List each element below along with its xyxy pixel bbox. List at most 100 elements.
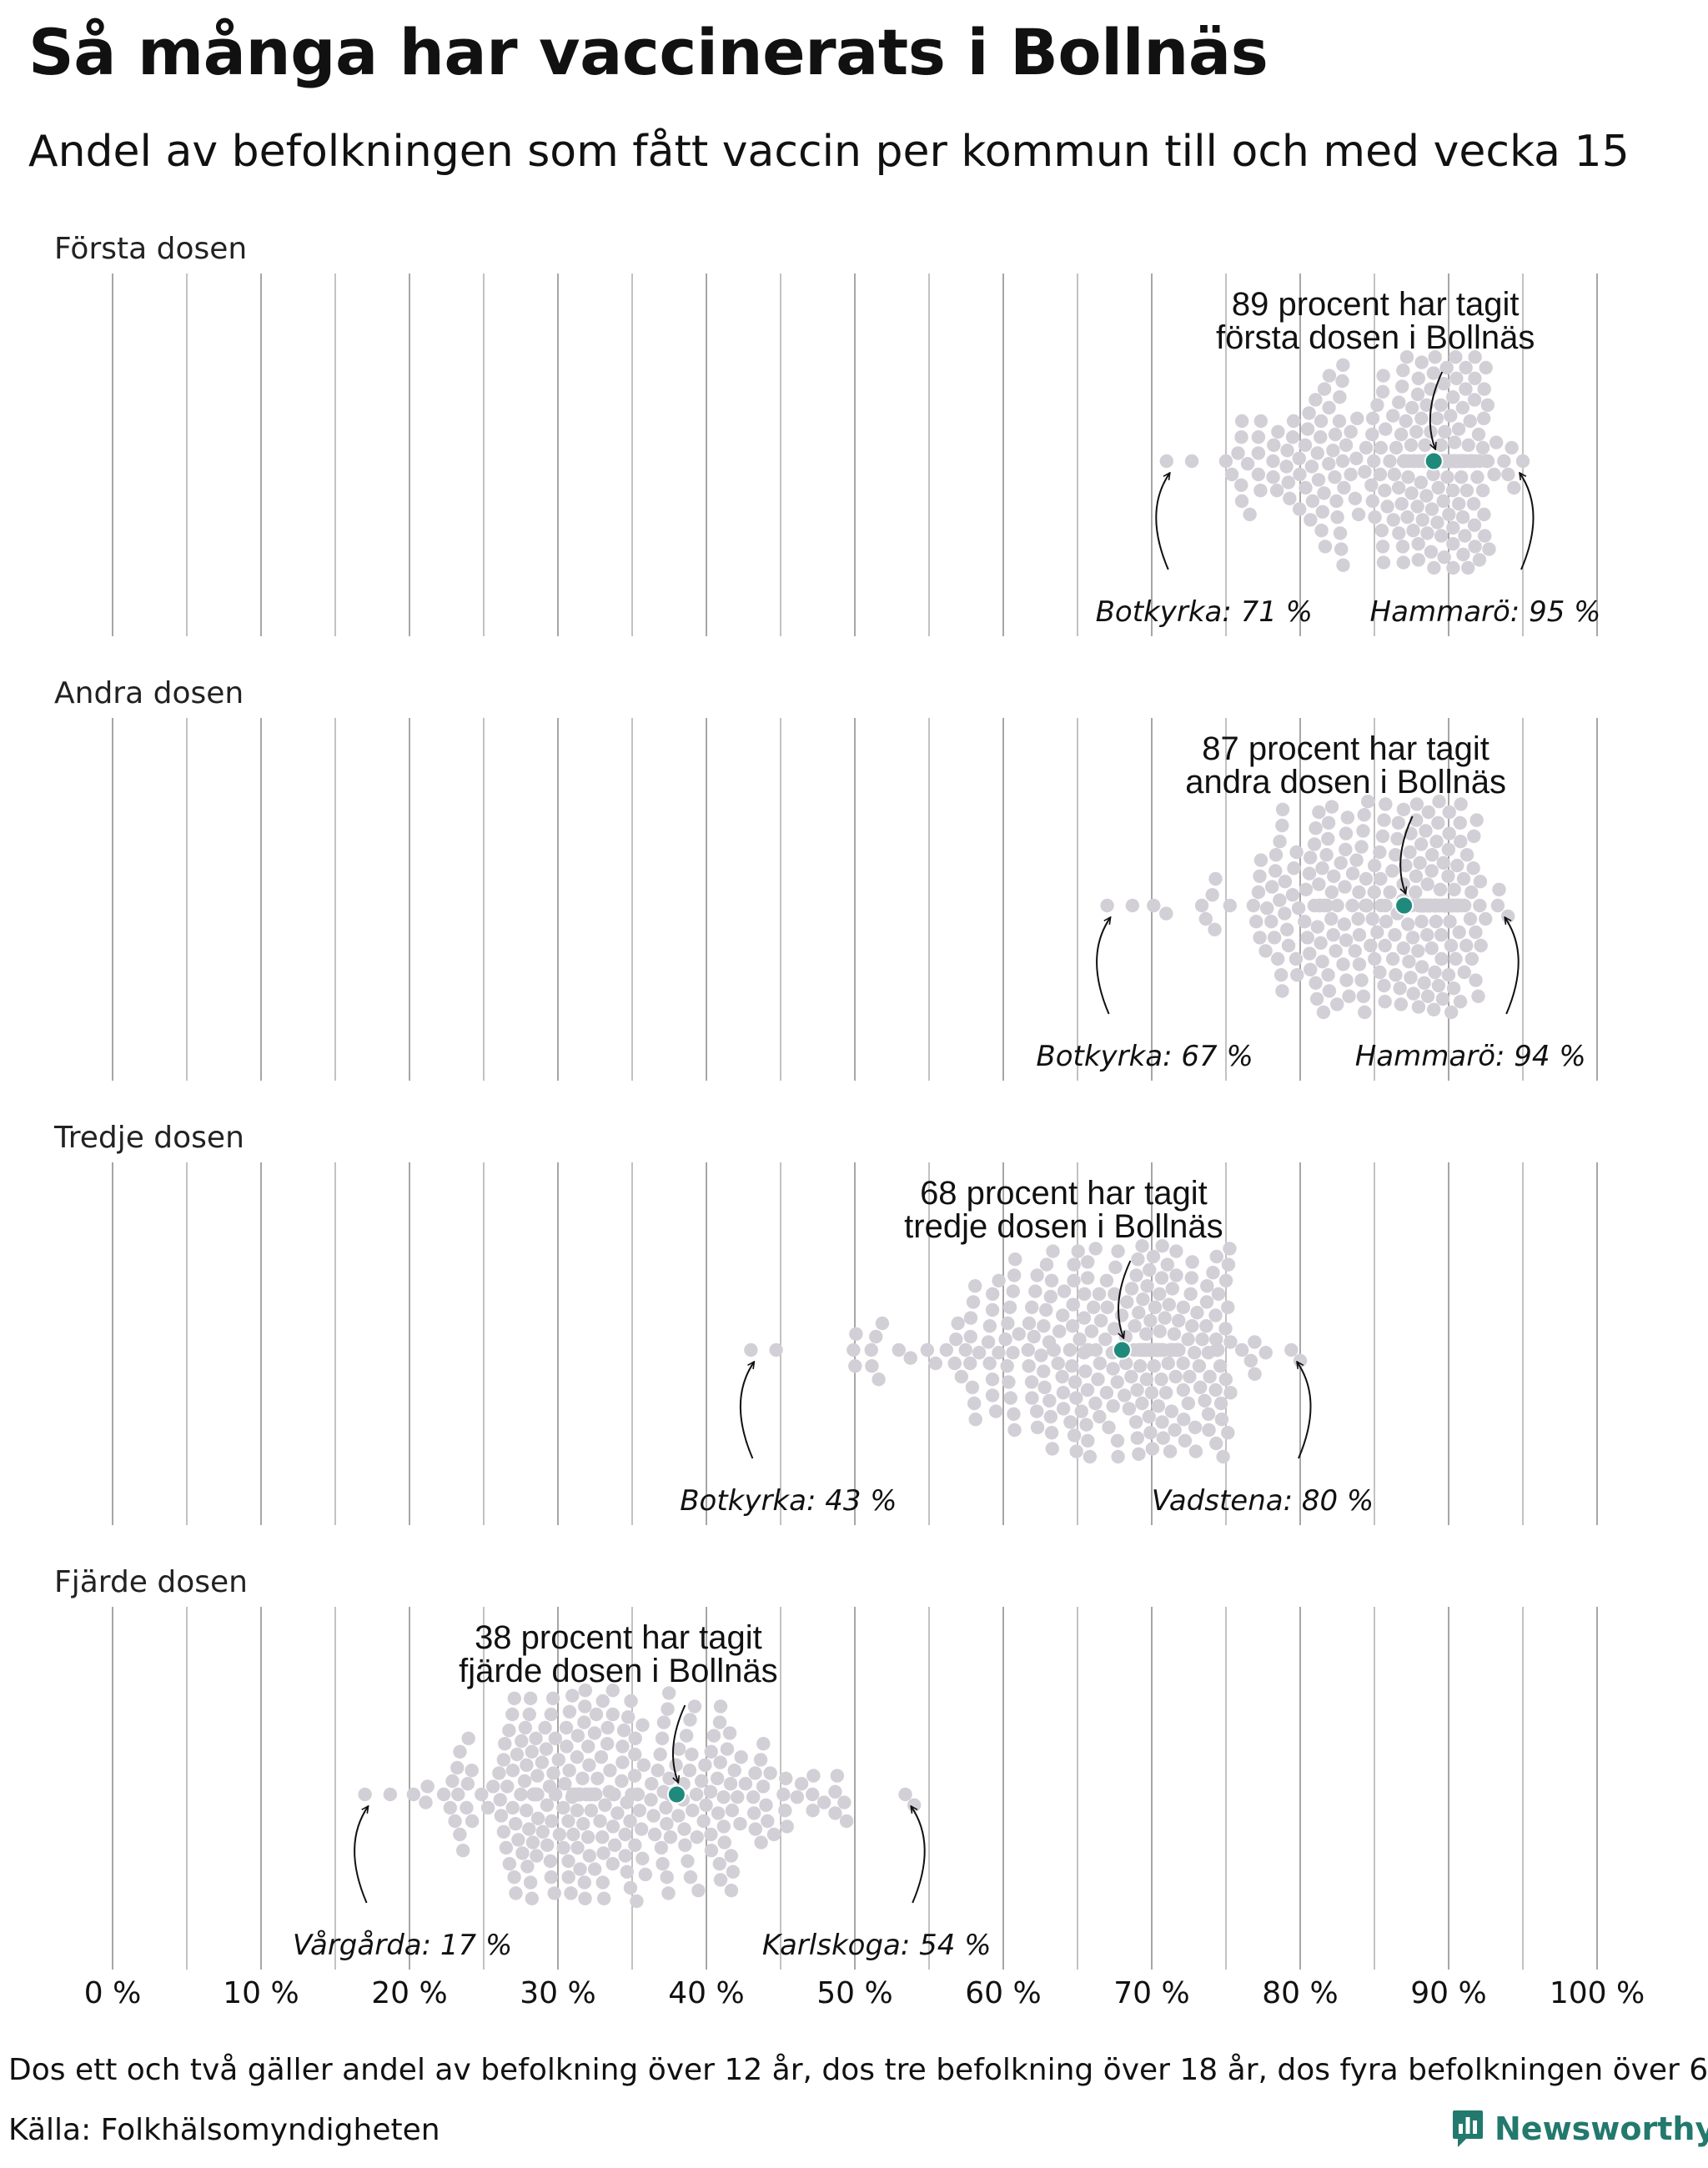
municipality-dot [1108,1287,1122,1302]
municipality-dot [724,1884,739,1898]
municipality-dot [1365,494,1380,509]
municipality-dot [1322,457,1336,471]
municipality-dot [1135,1396,1149,1411]
municipality-dot [453,1827,467,1842]
municipality-dot [1476,411,1491,425]
municipality-dot [726,1864,741,1879]
municipality-dot [806,1804,820,1818]
municipality-dot [1021,1342,1035,1358]
x-tick-label: 40 % [668,1976,744,2010]
municipality-dot [1429,411,1444,425]
municipality-dot [1421,805,1436,820]
municipality-dot [525,1744,539,1759]
municipality-dot [1370,925,1384,940]
municipality-dot [1025,1391,1039,1405]
municipality-dot [713,1755,727,1769]
municipality-dot [1438,424,1452,439]
municipality-dot [1442,826,1456,841]
municipality-dot [1394,427,1409,442]
municipality-dot [1404,438,1419,452]
municipality-dot [756,1779,771,1794]
municipality-dot [753,1753,768,1767]
municipality-dot [1424,864,1439,878]
municipality-dot [1459,938,1474,953]
municipality-dot [1457,965,1471,980]
municipality-dot [1248,1367,1262,1382]
municipality-dot [1454,470,1469,484]
municipality-dot [1333,526,1348,540]
municipality-dot [662,1771,676,1785]
municipality-dot [1067,1428,1082,1443]
municipality-dot [620,1864,635,1879]
highlight-dot [1112,1340,1132,1360]
municipality-dot [1275,818,1289,833]
municipality-dot [949,1332,963,1347]
municipality-dot [383,1787,398,1802]
municipality-dot [1163,1444,1178,1458]
municipality-dot [561,1854,575,1869]
municipality-dot [448,1814,462,1829]
municipality-dot [1187,1346,1202,1360]
municipality-dot [661,1686,676,1700]
municipality-dot [1007,1268,1022,1282]
municipality-dot [683,1713,697,1727]
municipality-dot [610,1806,625,1820]
municipality-dot [578,1699,592,1714]
municipality-dot [1310,446,1324,460]
municipality-dot [1234,1342,1249,1358]
municipality-dot [1045,1442,1059,1456]
municipality-dot [1311,473,1326,487]
municipality-dot [1429,835,1444,849]
municipality-dot [1435,991,1450,1006]
municipality-dot [1132,1306,1146,1320]
municipality-dot [1002,1300,1017,1315]
callout-arrow [1118,1260,1132,1338]
brand-name: Newsworthy [1494,2110,1708,2147]
municipality-dot [645,1777,659,1791]
municipality-dot [1253,869,1267,884]
municipality-dot [1497,454,1511,469]
municipality-dot [561,1870,575,1884]
municipality-dot [659,1800,673,1815]
municipality-dot [1265,880,1279,894]
municipality-dot [1389,968,1403,982]
municipality-dot [1467,518,1482,532]
municipality-dot [1181,1396,1196,1411]
municipality-dot [1345,898,1359,913]
municipality-dot [1322,984,1337,998]
municipality-dot [1088,1342,1103,1358]
municipality-dot [1454,797,1468,811]
municipality-dot [920,1342,935,1358]
municipality-dot [1480,454,1495,469]
municipality-dot [1194,898,1209,913]
municipality-dot [1473,875,1488,889]
municipality-dot [1336,558,1350,572]
municipality-dot [1312,877,1326,891]
municipality-dot [520,1859,535,1874]
municipality-dot [460,1777,475,1791]
municipality-dot [1475,440,1490,455]
municipality-dot [570,1840,585,1855]
municipality-dot [1309,821,1323,836]
municipality-dot [436,1787,451,1802]
municipality-dot [1188,1420,1203,1435]
municipality-dot [587,1726,602,1740]
municipality-dot [1470,470,1484,484]
municipality-dot [1338,880,1352,894]
municipality-dot [615,1774,629,1789]
municipality-dot [1364,478,1379,492]
municipality-dot [1249,915,1263,929]
municipality-dot [1385,951,1400,966]
municipality-dot [1218,1322,1233,1336]
municipality-dot [638,1867,653,1882]
municipality-dot [543,1854,558,1869]
municipality-dot [1108,1260,1123,1275]
municipality-dot [508,1817,523,1831]
municipality-dot [671,1742,686,1756]
municipality-dot [1208,871,1223,886]
municipality-dot [1472,553,1487,567]
municipality-dot [696,1814,711,1829]
municipality-dot [1404,971,1418,985]
municipality-dot [1273,968,1289,982]
municipality-dot [982,1356,997,1371]
